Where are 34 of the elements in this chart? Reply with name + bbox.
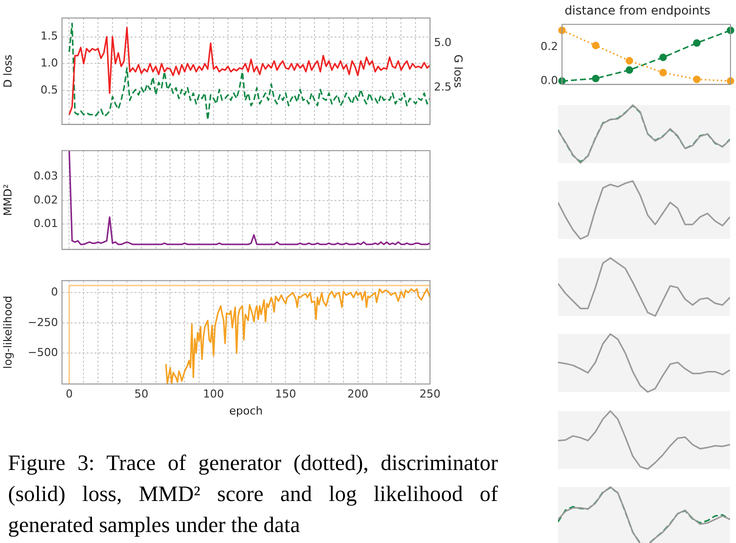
y2-tick-label: 5.0 [434, 36, 452, 49]
caption: Figure 3: Trace of generator (dotted), discriminator (solid) loss, MMD² score and log likelihood of generated samples under the data [8, 449, 498, 539]
x-tick-label: 100 [203, 387, 224, 400]
y-tick-label: 0 [51, 286, 58, 299]
x-tick-label: 200 [347, 387, 368, 400]
chart-title: distance from endpoints [564, 3, 710, 18]
y-tick-label: 0.02 [34, 193, 58, 206]
x-tick-label: 250 [420, 387, 440, 400]
y-tick-label: 1.5 [40, 30, 58, 43]
point [659, 68, 667, 76]
y-tick-label: −500 [28, 346, 58, 360]
y-tick-label: 0.01 [34, 217, 58, 230]
point [626, 66, 634, 74]
point [592, 74, 600, 82]
point [693, 76, 701, 84]
y-axis-title: MMD² [1, 184, 14, 216]
x-tick-label: 50 [134, 387, 148, 400]
y2-tick-label: 2.5 [434, 80, 452, 94]
y-tick-label: 1.0 [40, 56, 58, 70]
y-axis-title: log-likelihood [1, 296, 14, 369]
y-tick-label: 0.03 [34, 170, 58, 183]
y-tick-label: 0.0 [540, 74, 558, 87]
point [626, 56, 634, 64]
x-tick-label: 0 [66, 387, 73, 400]
y-tick-label: 0.2 [540, 40, 558, 54]
point [592, 42, 600, 50]
point [693, 39, 701, 47]
y-axis-title: D loss [1, 54, 14, 88]
y-tick-label: −250 [28, 316, 58, 329]
x-tick-label: 150 [275, 387, 296, 400]
y-tick-label: 0.5 [40, 83, 58, 96]
x-axis-title: epoch [229, 404, 263, 418]
y2-axis-title: G loss [452, 54, 465, 88]
point [659, 54, 667, 62]
